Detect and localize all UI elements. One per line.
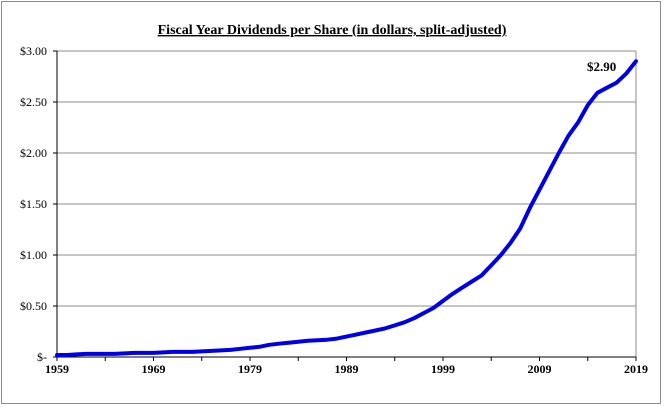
y-axis-tick-labels: $- $0.50 $1.00 $1.50 $2.00 $2.50 $3.00 — [20, 44, 47, 364]
gridlines — [57, 50, 636, 307]
x-tick-label: 2009 — [528, 362, 552, 376]
x-tick-label: 1959 — [45, 362, 69, 376]
chart-title: Fiscal Year Dividends per Share (in doll… — [158, 23, 507, 38]
dividend-series-line — [55, 59, 638, 357]
y-tick-label: $0.50 — [20, 299, 47, 313]
x-tick-label: 1979 — [238, 362, 262, 376]
x-tick-label: 2019 — [624, 362, 648, 376]
y-tick-label: $2.00 — [20, 146, 47, 160]
y-tick-label: $2.50 — [20, 95, 47, 109]
y-tick-label: $3.00 — [20, 44, 47, 58]
y-tick-label: $1.50 — [20, 197, 47, 211]
axes — [53, 50, 637, 361]
x-tick-label: 1969 — [142, 362, 166, 376]
x-tick-label: 1989 — [335, 362, 359, 376]
y-tick-label: $1.00 — [20, 248, 47, 262]
x-axis-tick-labels: 1959 1969 1979 1989 1999 2009 2019 — [45, 362, 648, 376]
x-tick-label: 1999 — [431, 362, 455, 376]
series-layer — [55, 59, 638, 357]
last-value-annotation: $2.90 — [587, 59, 616, 74]
y-tick-label: $- — [37, 350, 47, 364]
